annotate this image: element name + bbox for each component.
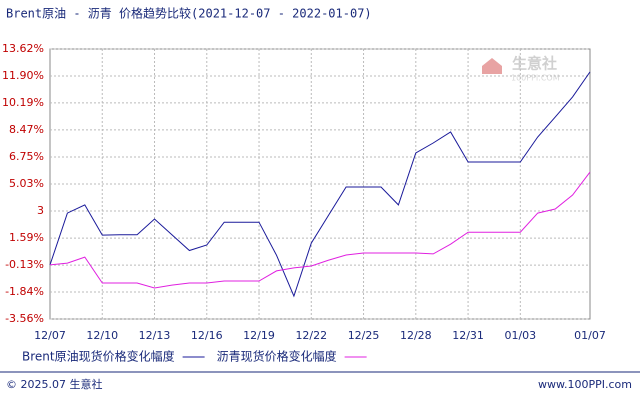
x-tick-label: 12/25 (348, 329, 380, 342)
x-tick-label: 12/28 (400, 329, 432, 342)
y-tick-label: 8.47% (9, 123, 44, 136)
y-tick-label: 6.75% (9, 150, 44, 163)
y-tick-label: -3.56% (5, 312, 44, 325)
footer-copyright: © 2025.07 生意社 (6, 377, 102, 391)
y-tick-label: 13.62% (2, 42, 44, 55)
watermark: 生意社 100PPI.COM (482, 55, 560, 83)
x-tick-label: 01/07 (574, 329, 606, 342)
series-line (49, 171, 591, 289)
y-tick-label: 10.19% (2, 96, 44, 109)
footer-website: www.100PPI.com (538, 378, 632, 391)
watermark-brand: 生意社 (512, 55, 557, 73)
y-tick-label: 1.59% (9, 231, 44, 244)
y-tick-label: 11.90% (2, 69, 44, 82)
watermark-site: 100PPI.COM (511, 74, 560, 83)
y-tick-label: 3 (37, 204, 44, 217)
x-tick-label: 12/10 (86, 329, 118, 342)
x-tick-label: 01/03 (504, 329, 536, 342)
y-tick-label: -1.84% (5, 285, 44, 298)
legend-label: 沥青现货价格变化幅度 (217, 349, 337, 364)
x-tick-label: 12/31 (452, 329, 484, 342)
watermark-logo (482, 58, 502, 74)
legend-label: Brent原油现货价格变化幅度 (22, 349, 175, 364)
x-tick-label: 12/13 (139, 329, 171, 342)
x-tick-label: 12/07 (34, 329, 66, 342)
x-tick-label: 12/22 (295, 329, 327, 342)
x-tick-label: 12/16 (191, 329, 223, 342)
x-tick-label: 12/19 (243, 329, 275, 342)
chart-title: Brent原油 - 沥青 价格趋势比较(2021-12-07 - 2022-01… (6, 6, 372, 21)
series-line (49, 71, 591, 298)
y-tick-label: -0.13% (5, 258, 44, 271)
y-tick-label: 5.03% (9, 177, 44, 190)
